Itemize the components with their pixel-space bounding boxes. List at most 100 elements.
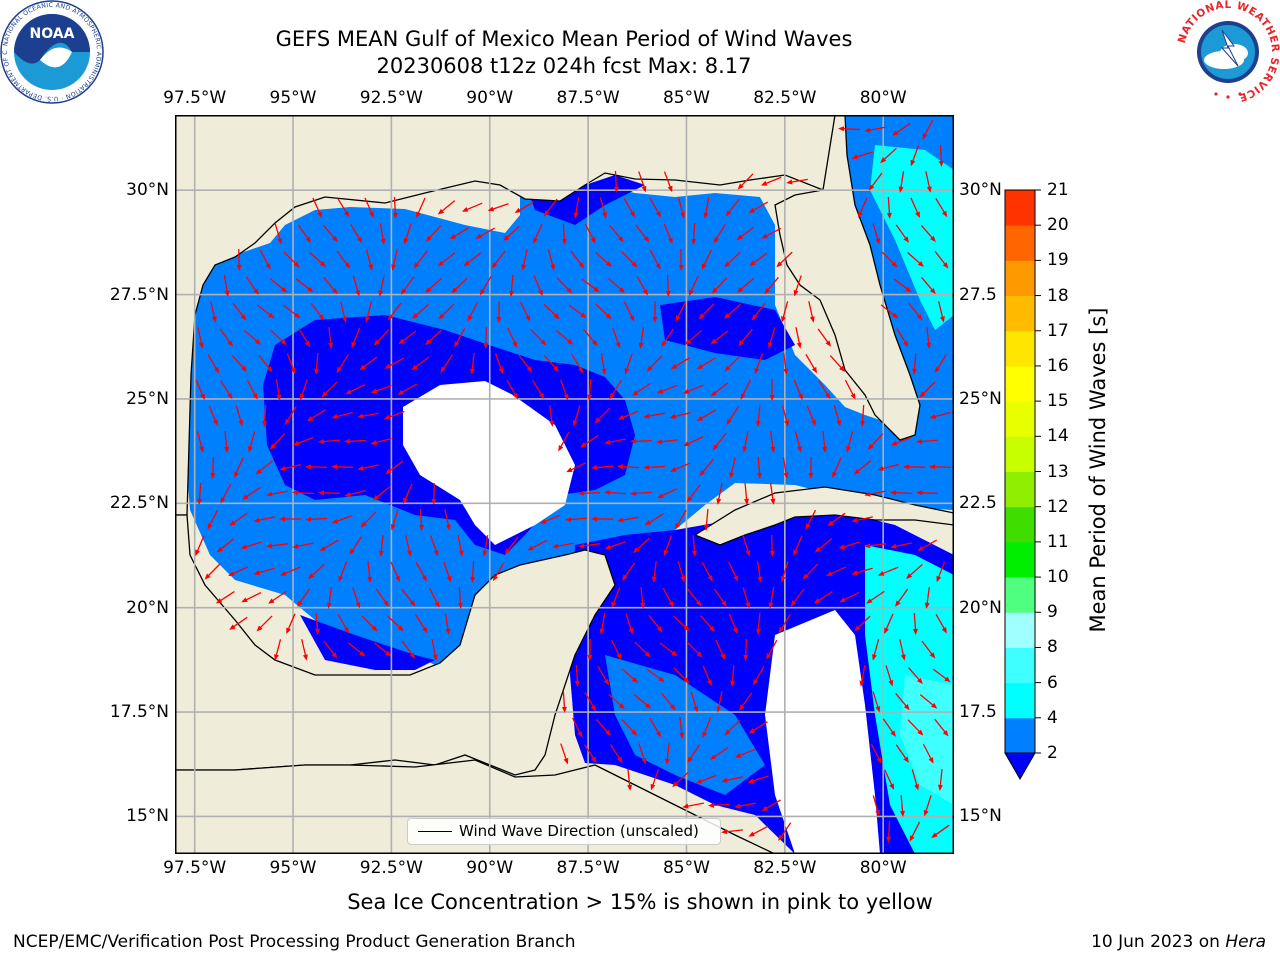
wind-arrow — [903, 464, 926, 470]
wind-arrow — [643, 412, 665, 419]
wind-arrow — [621, 719, 638, 736]
wind-arrow — [738, 328, 753, 347]
wind-arrow — [910, 145, 920, 167]
wind-arrow — [682, 802, 704, 809]
wind-arrow — [617, 516, 639, 523]
wind-arrow — [890, 542, 912, 549]
wind-arrow — [279, 566, 301, 576]
lat-tick-right: 20°N — [959, 597, 1002, 618]
wind-arrow — [723, 303, 741, 319]
wind-arrow — [696, 357, 716, 370]
chart-subtitle: 20230608 t12z 024h fcst Max: 8.17 — [376, 54, 752, 78]
wind-arrow — [608, 693, 625, 710]
wind-arrow — [378, 275, 385, 297]
wind-arrow — [909, 821, 921, 842]
wind-arrow — [754, 353, 764, 375]
wind-arrow — [558, 431, 570, 452]
lat-tick-left: 15°N — [126, 806, 169, 827]
wind-arrow — [747, 775, 769, 784]
wind-arrow — [742, 535, 751, 557]
lon-tick-top: 80°W — [859, 88, 907, 108]
wind-arrow — [782, 457, 789, 479]
wind-arrow — [338, 561, 348, 583]
host-name: Hera — [1225, 932, 1266, 952]
colorbar-tick-label: 9 — [1047, 602, 1058, 623]
wind-arrow — [934, 718, 949, 737]
wind-arrow — [778, 614, 791, 634]
wind-arrow — [910, 197, 920, 218]
wind-arrow — [687, 588, 702, 607]
wind-arrow — [383, 410, 405, 420]
wind-arrow — [896, 328, 909, 348]
wind-arrow — [890, 490, 913, 496]
wind-arrow — [895, 744, 909, 763]
wind-arrow — [319, 539, 339, 551]
wind-arrow — [790, 588, 805, 607]
wind-arrow — [710, 382, 729, 397]
wind-arrow — [827, 512, 846, 526]
wind-arrow — [870, 743, 882, 764]
wind-arrow — [491, 250, 506, 269]
wind-arrow — [716, 691, 723, 713]
wind-arrow — [932, 668, 951, 683]
wind-arrow — [610, 744, 623, 764]
wind-arrow — [572, 405, 581, 427]
wind-arrow — [920, 225, 936, 243]
gulf-map — [175, 115, 954, 854]
wind-arrow — [370, 437, 392, 445]
wind-arrow — [437, 252, 456, 267]
wind-arrow — [724, 355, 741, 372]
wind-arrow — [454, 327, 466, 348]
wind-arrow — [793, 379, 803, 401]
wind-arrow — [467, 301, 479, 322]
wind-arrow — [864, 543, 887, 549]
wind-arrow — [321, 381, 338, 398]
ocean-atlantic-cyan — [870, 145, 954, 330]
wind-arrow — [543, 355, 560, 372]
wind-arrow — [262, 404, 268, 427]
wind-arrow — [769, 378, 775, 401]
wind-arrow — [936, 561, 946, 583]
wind-arrow — [776, 251, 793, 268]
wind-arrow — [573, 197, 580, 219]
wind-arrow — [769, 431, 776, 453]
wind-arrow — [649, 197, 661, 218]
wind-arrow — [877, 463, 899, 471]
wind-arrow — [492, 562, 505, 582]
wind-arrow — [760, 176, 782, 186]
wind-arrow — [795, 327, 802, 349]
wind-arrow — [767, 327, 776, 349]
wind-arrow — [387, 302, 402, 321]
colorbar-segment — [1005, 647, 1035, 684]
wind-arrow — [829, 355, 846, 372]
wind-arrow — [768, 587, 775, 609]
wind-arrow — [361, 615, 378, 632]
wind-arrow — [703, 197, 710, 219]
wind-arrow — [728, 613, 738, 635]
wind-arrow — [675, 301, 687, 322]
wind-arrow — [584, 223, 596, 244]
wind-arrow — [673, 667, 690, 684]
wind-arrow — [318, 490, 341, 496]
wind-arrow — [570, 250, 585, 269]
lon-tick-top: 92.5°W — [359, 88, 423, 108]
wind-arrow — [583, 744, 597, 764]
wind-arrow — [365, 249, 373, 271]
colorbar-segment — [1005, 260, 1035, 297]
wind-arrow — [440, 354, 454, 374]
lon-tick-bottom: 87.5°W — [556, 858, 620, 878]
colorbar-segment — [1005, 330, 1035, 367]
colorbar-segment — [1005, 471, 1035, 508]
wind-arrow — [235, 405, 244, 427]
wind-arrow — [669, 462, 691, 472]
wind-arrow — [872, 223, 881, 245]
wind-arrow — [584, 692, 596, 712]
wind-arrow — [543, 198, 558, 217]
wind-arrow — [721, 776, 743, 783]
wind-arrow — [507, 327, 518, 348]
wind-arrow — [365, 301, 373, 323]
wind-arrow — [229, 512, 248, 526]
wind-arrow — [721, 829, 744, 835]
wind-arrow — [359, 356, 378, 371]
wind-arrow — [242, 486, 261, 500]
